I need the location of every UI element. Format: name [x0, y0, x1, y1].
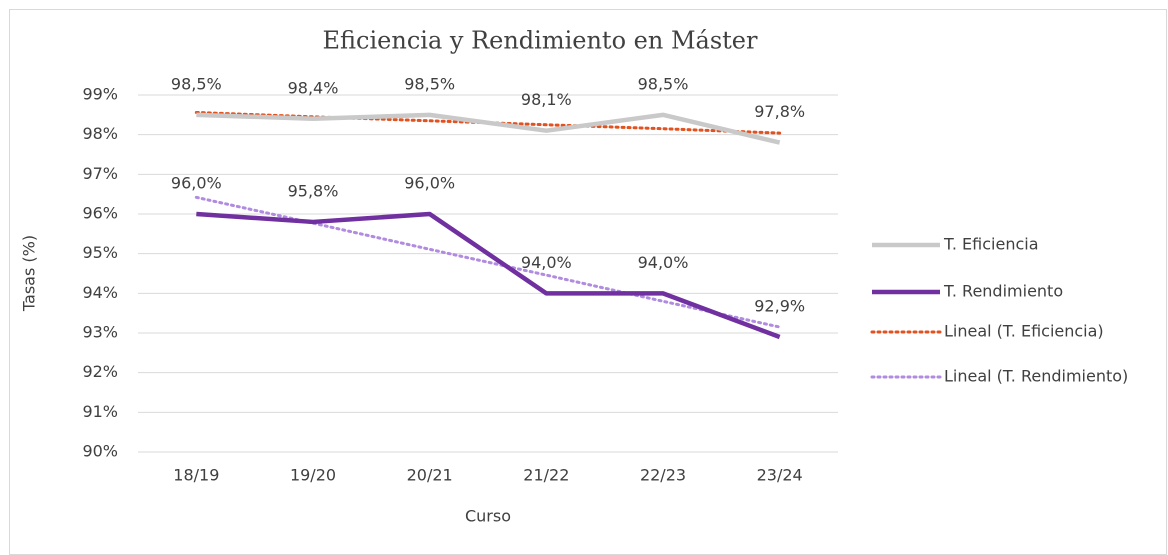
data-label: 98,5% [638, 74, 689, 93]
chart-title: Eficiencia y Rendimiento en Máster [323, 27, 758, 55]
data-label: 98,5% [171, 74, 222, 93]
data-label: 98,5% [404, 74, 455, 93]
legend-label: Lineal (T. Rendimiento) [944, 367, 1128, 386]
x-tick-label: 22/23 [640, 466, 686, 485]
data-label: 94,0% [638, 253, 689, 272]
y-tick-label: 96% [82, 204, 118, 223]
data-label: 96,0% [171, 174, 222, 193]
data-label: 98,4% [288, 78, 339, 97]
data-label: 95,8% [288, 181, 339, 200]
y-tick-label: 92% [82, 362, 118, 381]
y-tick-label: 98% [82, 124, 118, 143]
legend-label: Lineal (T. Eficiencia) [944, 322, 1104, 341]
y-tick-label: 91% [82, 402, 118, 421]
legend-label: T. Eficiencia [943, 235, 1039, 254]
series-line [196, 112, 781, 145]
x-axis-label: Curso [465, 507, 511, 526]
chart-border [9, 9, 1167, 555]
trend-line [194, 195, 782, 329]
y-axis-label: Tasas (%) [20, 235, 39, 312]
y-tick-label: 99% [82, 85, 118, 104]
data-label: 98,1% [521, 90, 572, 109]
x-tick-label: 18/19 [173, 466, 219, 485]
legend-label: T. Rendimiento [943, 282, 1063, 301]
x-tick-label: 23/24 [757, 466, 803, 485]
y-tick-label: 90% [82, 442, 118, 461]
y-tick-label: 97% [82, 164, 118, 183]
data-label: 92,9% [754, 296, 805, 315]
series-line [196, 211, 781, 340]
data-label: 96,0% [404, 174, 455, 193]
data-label: 94,0% [521, 253, 572, 272]
x-tick-label: 19/20 [290, 466, 336, 485]
x-tick-label: 20/21 [407, 466, 453, 485]
y-tick-label: 94% [82, 283, 118, 302]
y-tick-label: 95% [82, 243, 118, 262]
x-tick-label: 21/22 [523, 466, 569, 485]
y-tick-label: 93% [82, 323, 118, 342]
data-label: 97,8% [754, 102, 805, 121]
